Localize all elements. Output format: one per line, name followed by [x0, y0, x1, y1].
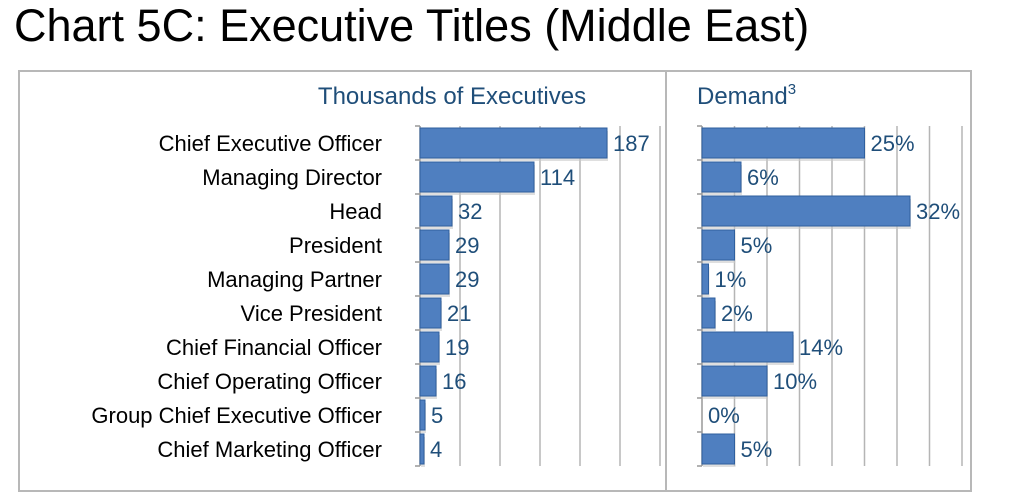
bar-demand [701, 195, 911, 227]
value-label-thousands: 29 [455, 267, 479, 292]
bar-thousands [419, 195, 453, 227]
value-label-thousands: 29 [455, 233, 479, 258]
right-panel-title-text: Demand [697, 83, 788, 110]
value-label-demand: 6% [747, 165, 779, 190]
value-label-thousands: 4 [430, 437, 442, 462]
bar-thousands [419, 399, 426, 431]
bar-demand [701, 127, 865, 159]
category-label: Managing Partner [207, 267, 382, 292]
value-label-demand: 5% [741, 437, 773, 462]
bar-demand [701, 331, 794, 363]
bar-demand [701, 297, 716, 329]
bar-thousands [419, 127, 608, 159]
value-label-thousands: 5 [431, 403, 443, 428]
value-label-thousands: 16 [442, 369, 466, 394]
bar-demand [701, 263, 709, 295]
value-label-thousands: 21 [447, 301, 471, 326]
bar-thousands [419, 331, 440, 363]
bar-thousands [419, 263, 450, 295]
category-label: Chief Operating Officer [157, 369, 382, 394]
bar-thousands [419, 297, 442, 329]
value-label-thousands: 187 [613, 131, 650, 156]
right-panel-title: Demand3 [697, 81, 796, 110]
value-label-thousands: 32 [458, 199, 482, 224]
category-label: Group Chief Executive Officer [91, 403, 382, 428]
bar-demand [701, 433, 735, 465]
category-label: Managing Director [202, 165, 382, 190]
bar-demand [701, 365, 768, 397]
value-label-thousands: 114 [540, 165, 575, 190]
category-label: Chief Financial Officer [166, 335, 382, 360]
value-label-demand: 32% [916, 199, 960, 224]
bar-thousands [419, 229, 450, 261]
category-label: Chief Executive Officer [159, 131, 382, 156]
right-panel-title-superscript: 3 [788, 81, 796, 98]
value-label-demand: 0% [708, 403, 740, 428]
bar-demand [701, 161, 742, 193]
bar-thousands [419, 365, 437, 397]
bar-thousands [419, 161, 535, 193]
value-label-demand: 25% [871, 131, 915, 156]
value-label-demand: 14% [799, 335, 843, 360]
value-label-thousands: 19 [445, 335, 469, 360]
category-label: Vice President [241, 301, 382, 326]
category-label: President [289, 233, 382, 258]
bar-demand [701, 229, 735, 261]
value-label-demand: 1% [715, 267, 747, 292]
category-label: Chief Marketing Officer [157, 437, 382, 462]
left-panel-title: Thousands of Executives [318, 83, 586, 110]
category-label: Head [329, 199, 382, 224]
value-label-demand: 2% [721, 301, 753, 326]
page-title: Chart 5C: Executive Titles (Middle East) [14, 0, 810, 51]
value-label-demand: 5% [741, 233, 773, 258]
bar-thousands [419, 433, 425, 465]
chart-frame [18, 70, 972, 492]
value-label-demand: 10% [773, 369, 817, 394]
